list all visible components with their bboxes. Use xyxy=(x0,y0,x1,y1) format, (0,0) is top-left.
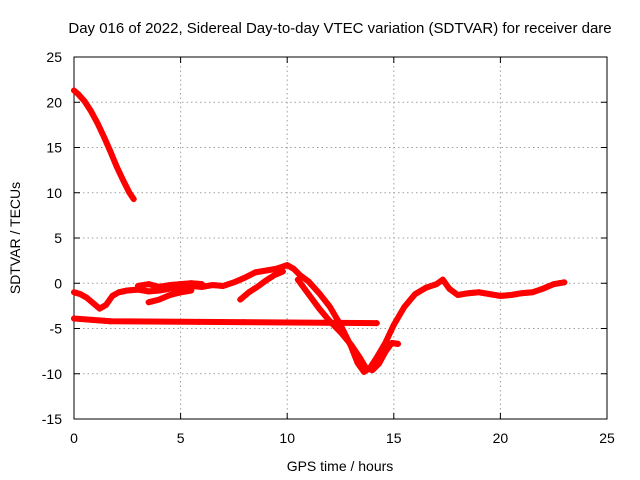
data-point xyxy=(188,287,195,294)
y-tick-label: 0 xyxy=(54,275,62,291)
series-lower-branch-trough xyxy=(294,276,402,374)
data-point xyxy=(279,268,286,275)
y-axis-label: SDTVAR / TECUs xyxy=(7,182,23,294)
data-point xyxy=(196,318,203,325)
x-tick-label: 5 xyxy=(177,430,185,446)
data-point xyxy=(328,306,335,313)
data-point xyxy=(130,196,137,203)
data-point xyxy=(396,312,403,319)
data-point xyxy=(240,319,247,326)
axis-ticks xyxy=(73,56,608,420)
data-point xyxy=(332,312,339,319)
data-point xyxy=(89,316,96,323)
data-point xyxy=(330,309,337,316)
data-point xyxy=(101,317,108,324)
data-point xyxy=(83,316,90,323)
y-tick-label: -10 xyxy=(42,366,62,382)
data-point xyxy=(561,279,568,286)
data-point xyxy=(373,320,380,327)
data-series xyxy=(71,87,568,375)
x-axis-label: GPS time / hours xyxy=(287,458,394,474)
x-tick-labels: 0 5 10 15 20 25 xyxy=(70,430,615,446)
data-point xyxy=(71,315,77,322)
data-point xyxy=(374,361,381,368)
data-point xyxy=(394,315,401,322)
series-lower-branch-evening xyxy=(237,268,286,303)
series-upper-band-segment xyxy=(134,280,205,290)
data-point xyxy=(77,315,84,322)
y-tick-label: 10 xyxy=(46,185,62,201)
data-point xyxy=(392,318,399,325)
y-tick-label: 15 xyxy=(46,140,62,156)
series-isolated-points xyxy=(71,315,380,327)
series-main-band xyxy=(71,262,568,375)
x-tick-label: 0 xyxy=(70,430,78,446)
y-tick-label: -15 xyxy=(42,411,62,427)
data-point xyxy=(151,318,158,325)
data-point xyxy=(390,321,397,328)
data-point xyxy=(387,327,394,334)
x-tick-label: 20 xyxy=(493,430,509,446)
y-tick-label: 5 xyxy=(54,230,62,246)
x-tick-label: 25 xyxy=(599,430,615,446)
data-point xyxy=(326,303,333,310)
series-early-decline xyxy=(71,87,137,203)
data-point xyxy=(397,309,404,316)
data-point xyxy=(107,318,114,325)
data-point xyxy=(198,281,205,288)
data-point xyxy=(389,324,396,331)
x-tick-label: 15 xyxy=(386,430,402,446)
series-lower-branch-morning xyxy=(145,287,195,306)
data-point xyxy=(385,333,392,340)
x-tick-label: 10 xyxy=(279,430,295,446)
data-point xyxy=(386,330,393,337)
data-point xyxy=(399,306,406,313)
data-point xyxy=(383,336,390,343)
data-point xyxy=(95,317,102,324)
data-point xyxy=(129,195,136,202)
chart-title: Day 016 of 2022, Sidereal Day-to-day VTE… xyxy=(68,20,611,37)
grid-lines xyxy=(74,57,607,419)
data-point xyxy=(395,340,402,347)
y-tick-label: 20 xyxy=(46,94,62,110)
data-point xyxy=(382,339,389,346)
data-point xyxy=(284,319,291,326)
y-tick-label: 25 xyxy=(46,49,62,65)
y-tick-labels: -15 -10 -5 0 5 10 15 20 25 xyxy=(42,49,62,427)
y-tick-label: -5 xyxy=(50,321,63,337)
data-point xyxy=(329,319,336,326)
